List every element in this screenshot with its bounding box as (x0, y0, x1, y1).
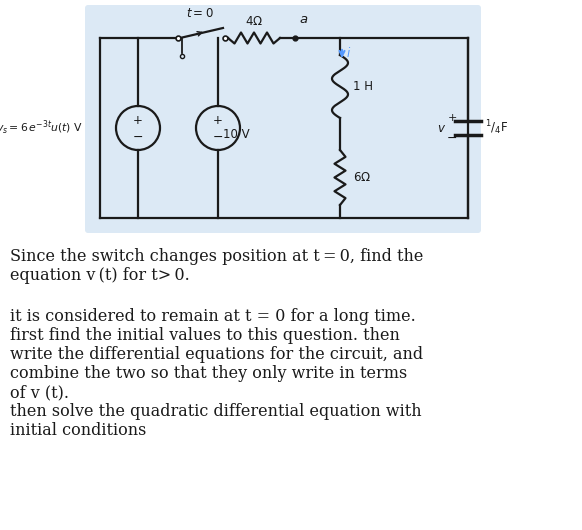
Text: of v (t).: of v (t). (10, 384, 69, 401)
Text: a: a (299, 13, 307, 26)
Text: combine the two so that they only write in terms: combine the two so that they only write … (10, 365, 407, 382)
Text: $\mathregular{^{1}/_{4}}$F: $\mathregular{^{1}/_{4}}$F (485, 119, 508, 137)
Text: equation v (t) for t> 0.: equation v (t) for t> 0. (10, 267, 190, 284)
Text: 1 H: 1 H (353, 80, 373, 93)
Text: it is considered to remain at t = 0 for a long time.: it is considered to remain at t = 0 for … (10, 308, 416, 325)
Text: $t=0$: $t=0$ (186, 7, 214, 20)
Text: $4\Omega$: $4\Omega$ (245, 15, 263, 28)
Text: −: − (133, 130, 143, 144)
Text: initial conditions: initial conditions (10, 422, 147, 439)
Text: Since the switch changes position at t = 0, find the: Since the switch changes position at t =… (10, 248, 423, 265)
Text: first find the initial values to this question. then: first find the initial values to this qu… (10, 327, 400, 344)
Text: $i$: $i$ (346, 46, 351, 60)
Text: write the differential equations for the circuit, and: write the differential equations for the… (10, 346, 423, 363)
FancyBboxPatch shape (85, 5, 481, 233)
Text: −: − (447, 131, 457, 145)
Text: +: + (133, 114, 143, 128)
Text: +: + (213, 114, 223, 128)
Text: $6\Omega$: $6\Omega$ (353, 171, 371, 184)
Text: 10 V: 10 V (223, 128, 250, 140)
Text: −: − (213, 130, 223, 144)
Text: $v_s = 6\,e^{-3t}u(t)$ V: $v_s = 6\,e^{-3t}u(t)$ V (0, 119, 83, 137)
Text: $v$: $v$ (438, 121, 446, 135)
Text: +: + (448, 113, 457, 123)
Text: then solve the quadratic differential equation with: then solve the quadratic differential eq… (10, 403, 421, 420)
